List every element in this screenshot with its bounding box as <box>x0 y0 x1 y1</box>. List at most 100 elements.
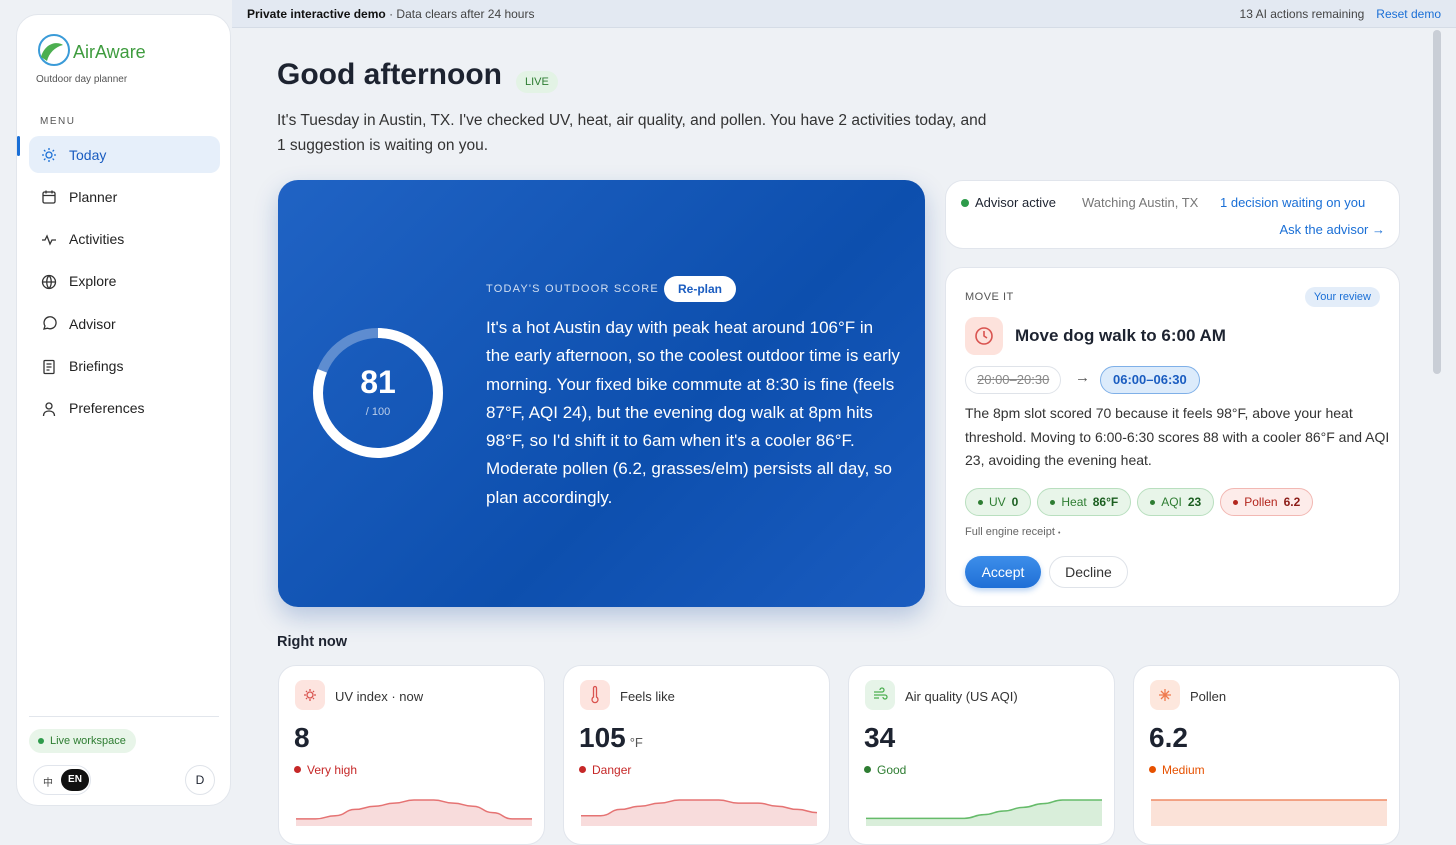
status-label: Danger <box>592 763 632 777</box>
metric-value: 34 <box>864 722 896 753</box>
reset-demo[interactable]: Reset demo <box>1376 6 1441 21</box>
score-card: 81 / 100 TODAY'S OUTDOOR SCORE Re-plan I… <box>278 180 925 607</box>
status-dot <box>579 766 586 773</box>
old-time: 20:00–20:30 <box>965 366 1062 394</box>
new-time: 06:00–06:30 <box>1100 366 1200 394</box>
demo-banner: Private interactive demo · Data clears a… <box>232 0 1456 28</box>
metric-card: Air quality (US AQI) 34 Good <box>848 665 1115 845</box>
factor-chip: UV 0 <box>965 488 1032 516</box>
metric-label: Pollen <box>1190 689 1227 704</box>
page: Private interactive demo · Data clears a… <box>16 0 1456 845</box>
suggestion-body: The 8pm slot scored 70 because it feels … <box>965 405 1390 468</box>
tagline: Outdoor day planner <box>36 74 128 85</box>
sparkline <box>865 799 1102 826</box>
chip-value: 23 <box>1187 495 1202 509</box>
right-now-title: Right now <box>277 634 348 650</box>
intro: It's Tuesday in Austin, TX. I've checked… <box>277 112 987 154</box>
menu-item[interactable]: Activities <box>29 221 220 258</box>
status-dot <box>864 766 871 773</box>
metric-status: Good <box>864 763 906 777</box>
metric-icon <box>295 680 325 710</box>
chip-value: 0 <box>1011 495 1019 509</box>
advisor-card: Advisor active Watching Austin, TX 1 dec… <box>945 180 1400 249</box>
metric-label: Feels like <box>620 689 675 704</box>
banner-title: Private interactive demo <box>247 6 386 21</box>
menu-icon <box>43 359 55 374</box>
receipt-link[interactable]: Full engine receipt • <box>965 526 1060 538</box>
metric-status: Very high <box>294 763 357 777</box>
menu-item[interactable]: Planner <box>29 178 220 215</box>
greeting: Good afternoon <box>277 58 502 91</box>
score-arc <box>313 328 443 458</box>
menu-label: Today <box>69 146 107 163</box>
avatar[interactable]: D <box>185 765 215 795</box>
sparkline-line <box>865 799 1102 820</box>
logo-icon <box>38 34 70 66</box>
status-label: Very high <box>307 763 358 777</box>
sidebar: AirAware Outdoor day planner MENU Today P… <box>16 14 231 806</box>
score-label: TODAY'S OUTDOOR SCORE <box>486 283 659 295</box>
metric-value: 105 <box>579 722 626 753</box>
banner-subtitle: · Data clears after 24 hours <box>389 6 535 21</box>
factor-chip: Heat 86°F <box>1037 488 1132 516</box>
scrollbar <box>1432 28 1442 823</box>
review-badge: Your review <box>1304 287 1380 307</box>
menu-item[interactable]: Explore <box>29 263 220 300</box>
menu-label: Activities <box>69 231 125 248</box>
live-badge: LIVE <box>516 71 558 93</box>
sparkline-line <box>581 799 818 817</box>
menu-icon <box>41 274 57 290</box>
status-label: Medium <box>1162 763 1205 777</box>
sparkline <box>295 799 532 826</box>
suggestion-card: MOVE IT Your review Move dog walk to 6:0… <box>945 267 1400 607</box>
menu-label: Preferences <box>69 400 145 417</box>
metric-card: Pollen 6.2 Medium <box>1133 665 1400 845</box>
menu-item[interactable]: Advisor <box>29 305 220 342</box>
decision-link[interactable]: 1 decision waiting on you <box>1220 195 1366 210</box>
sparkline-area <box>866 800 1102 826</box>
menu-item[interactable]: Preferences <box>29 390 220 427</box>
menu-item[interactable]: Briefings <box>29 348 220 385</box>
metric-icon <box>1150 680 1180 710</box>
metric-value-row: 105 °F <box>579 722 643 754</box>
metric-status: Medium <box>1149 763 1205 777</box>
chip-row: UV 0 Heat 86°F AQI 23 Pollen 6.2 <box>965 488 1395 516</box>
suggestion-title: Move dog walk to 6:00 AM <box>1015 326 1226 345</box>
language-toggle: 中 EN <box>33 765 91 795</box>
metric-status: Danger <box>579 763 631 777</box>
score-value: 81 <box>360 364 396 400</box>
factor-chip: Pollen 6.2 <box>1220 488 1314 516</box>
clock-icon <box>965 317 1003 355</box>
advisor-status: Advisor active <box>975 195 1056 210</box>
menu-icon <box>42 190 56 204</box>
metric-value-row: 8 <box>294 722 310 754</box>
status-dot <box>294 766 301 773</box>
decline-button[interactable]: Decline <box>1049 556 1128 588</box>
metric-label: Air quality (US AQI) <box>905 689 1018 704</box>
ask-advisor[interactable]: Ask the advisor → <box>1279 222 1386 237</box>
menu-label: MENU <box>40 116 76 127</box>
metric-icon <box>865 680 895 710</box>
chip-dot <box>1150 499 1156 505</box>
lang-option[interactable]: EN <box>61 769 89 791</box>
metric-card: UV index · now 8 Very high <box>278 665 545 845</box>
sparkline <box>581 799 818 826</box>
sparkline-line <box>295 799 532 820</box>
chip-label: AQI <box>1161 495 1182 509</box>
suggestion-kind: MOVE IT <box>965 291 1014 303</box>
advisor-watching: Watching Austin, TX <box>1082 195 1199 210</box>
menu-item[interactable]: Today <box>29 136 220 173</box>
receipt-dot: • <box>1057 530 1061 537</box>
accept-button[interactable]: Accept <box>965 556 1041 588</box>
status-label: Good <box>877 763 907 777</box>
active-indicator <box>17 136 20 156</box>
metric-unit: °F <box>629 735 643 750</box>
metric-value: 6.2 <box>1149 722 1188 753</box>
status-dot <box>961 199 969 207</box>
chip-value: 86°F <box>1092 495 1119 509</box>
chip-dot <box>978 499 983 505</box>
menu-label: Explore <box>69 273 117 290</box>
metric-card: Feels like 105 °F Danger <box>563 665 830 845</box>
lang-option[interactable]: 中 <box>43 778 53 789</box>
replan-button[interactable]: Re-plan <box>664 276 737 302</box>
